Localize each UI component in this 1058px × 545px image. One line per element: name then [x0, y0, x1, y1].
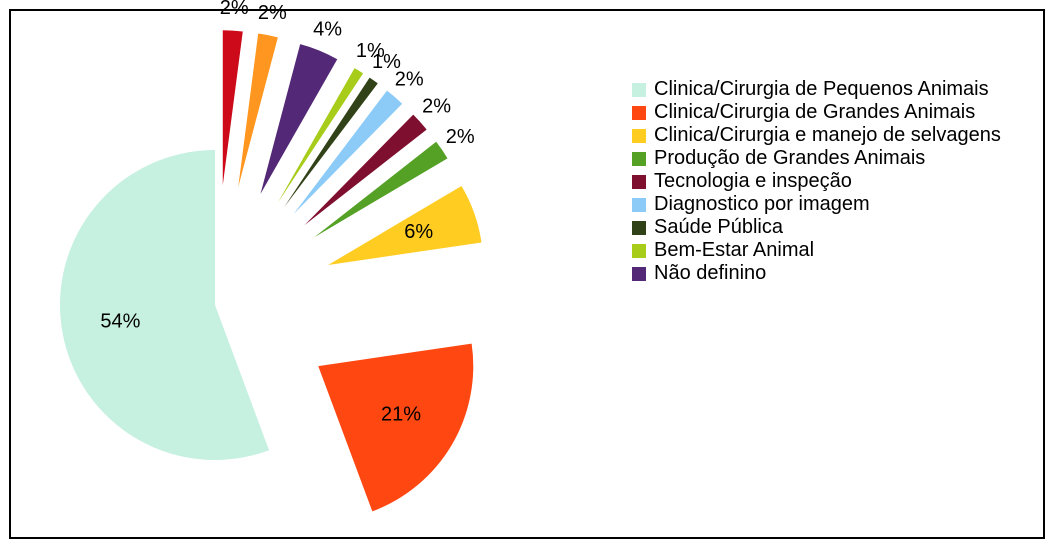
legend-label: Produção de Grandes Animais — [654, 147, 926, 169]
legend-swatch — [632, 221, 646, 235]
data-label: 1% — [356, 40, 385, 62]
legend-label: Saúde Pública — [654, 216, 783, 238]
legend-entry: Diagnostico por imagem — [632, 193, 1032, 216]
pie-slice — [293, 90, 403, 215]
legend-entry: Bem-Estar Animal — [632, 239, 1032, 262]
pie-slice — [238, 33, 278, 188]
legend-entry: Tecnologia e inspeção — [632, 170, 1032, 193]
legend-swatch — [632, 83, 646, 97]
pie-slice — [260, 44, 338, 194]
legend-swatch — [632, 152, 646, 166]
pie-slice — [59, 150, 270, 461]
legend-swatch — [632, 129, 646, 143]
legend-swatch — [632, 267, 646, 281]
data-label: 2% — [446, 126, 475, 148]
pie-slice — [304, 114, 427, 226]
legend-swatch — [632, 198, 646, 212]
pie-slice — [328, 186, 482, 265]
legend-label: Bem-Estar Animal — [654, 239, 815, 261]
legend-entry: Clinica/Cirurgia e manejo de selvagens — [632, 124, 1032, 147]
data-label: 2% — [422, 96, 451, 118]
pie-slice — [314, 141, 448, 238]
data-label: 21% — [381, 403, 421, 425]
pie-slice — [222, 30, 243, 186]
pie-slice — [318, 343, 474, 512]
legend-entry: Clinica/Cirurgia de Pequenos Animais — [632, 78, 1032, 101]
data-label: 2% — [395, 69, 424, 91]
legend-swatch — [632, 244, 646, 258]
legend-swatch — [632, 175, 646, 189]
data-label: 54% — [100, 310, 140, 332]
chart-frame — [9, 9, 1045, 539]
legend-label: Clinica/Cirurgia de Grandes Animais — [654, 101, 976, 123]
legend-swatch — [632, 106, 646, 120]
legend-label: Clinica/Cirurgia e manejo de selvagens — [654, 124, 1001, 146]
pie-slice — [284, 77, 378, 208]
legend-entry: Produção de Grandes Animais — [632, 147, 1032, 170]
data-label: 6% — [404, 221, 433, 243]
pie-slice — [277, 68, 364, 203]
legend-label: Diagnostico por imagem — [654, 193, 870, 215]
legend-label: Tecnologia e inspeção — [654, 170, 852, 192]
legend: Clinica/Cirurgia de Pequenos Animais Clin… — [632, 78, 1032, 285]
legend-label: Clinica/Cirurgia de Pequenos Animais — [654, 78, 989, 100]
legend-entry: Não definino — [632, 262, 1032, 285]
data-label: 1% — [372, 51, 401, 73]
legend-entry: Saúde Pública — [632, 216, 1032, 239]
data-label: 2% — [220, 0, 249, 19]
data-label: 2% — [258, 2, 287, 24]
legend-label: Não definino — [654, 262, 767, 284]
legend-entry: Clinica/Cirurgia de Grandes Animais — [632, 101, 1032, 124]
data-label: 4% — [313, 18, 342, 40]
